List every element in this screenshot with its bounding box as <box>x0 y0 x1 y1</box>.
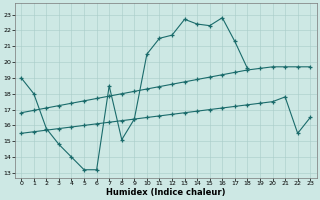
X-axis label: Humidex (Indice chaleur): Humidex (Indice chaleur) <box>106 188 226 197</box>
